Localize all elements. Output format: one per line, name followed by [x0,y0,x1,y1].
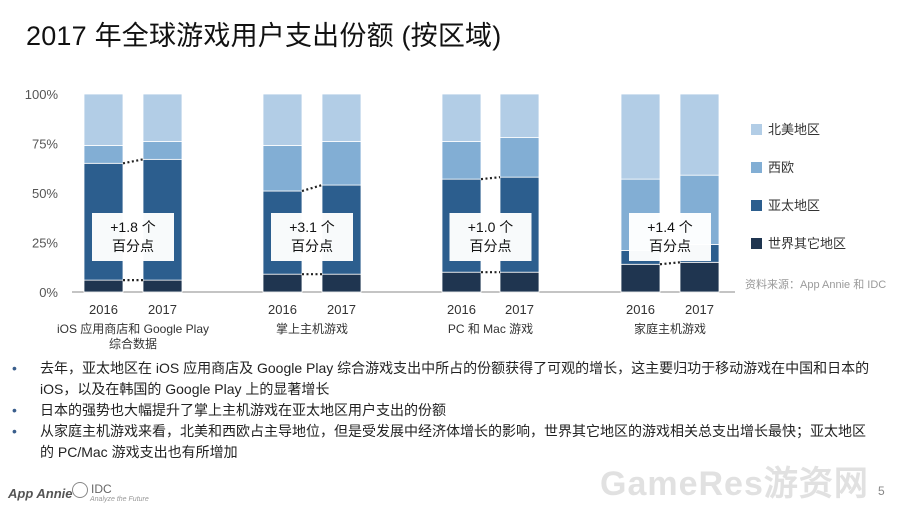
annotation-text: +1.8 个 [110,219,156,235]
x-tick-label: 2016 [626,302,655,317]
annotation-text: 百分点 [470,238,512,254]
change-connector [480,176,501,181]
x-tick-label: 2016 [447,302,476,317]
bullet-marker: • [12,423,17,439]
bar-segment [441,141,482,180]
change-connector [122,158,144,165]
legend-swatch [751,200,762,211]
bar-segment [499,93,540,138]
x-tick-label: 2016 [89,302,118,317]
bullet-marker: • [12,360,17,376]
annotation-text: 百分点 [112,238,154,254]
y-tick-label: 0% [39,285,58,300]
legend-swatch [751,124,762,135]
legend-label: 亚太地区 [768,198,820,213]
x-tick-label: 2017 [327,302,356,317]
idc-logo: IDC Analyze the Future [72,482,149,503]
group-label: iOS 应用商店和 Google Play [57,321,209,336]
bar-segment [142,141,183,160]
x-tick-label: 2016 [268,302,297,317]
annotation-box [271,213,353,261]
bar-segment [83,145,124,164]
idc-globe-icon [72,482,88,498]
bar-segment [620,93,661,180]
bar-segment [142,93,183,142]
bar-segment [679,93,720,176]
y-tick-label: 25% [32,236,58,251]
bar-segment [620,263,661,293]
bar-segment [142,279,183,293]
change-connector [301,184,323,193]
bullet-marker: • [12,402,17,418]
annotation-box [92,213,174,261]
bullet-text: 去年，亚太地区在 iOS 应用商店及 Google Play 综合游戏支出中所占… [40,360,870,397]
annotation-text: 百分点 [649,238,691,254]
idc-logo-tagline: Analyze the Future [90,496,149,503]
x-tick-label: 2017 [685,302,714,317]
watermark: GameRes游资网 [600,465,869,503]
bullet-text: 日本的强势也大幅提升了掌上主机游戏在亚太地区用户支出的份额 [40,402,446,418]
y-tick-label: 50% [32,186,58,201]
legend-swatch [751,162,762,173]
x-tick-label: 2017 [505,302,534,317]
legend-label: 北美地区 [768,122,820,137]
bar-segment [679,261,720,293]
source-note: 资料来源：App Annie 和 IDC [745,279,887,291]
bullet-text: 从家庭主机游戏来看，北美和西欧占主导地位，但是受发展中经济体增长的影响，世界其它… [40,423,866,460]
bar-segment [83,279,124,293]
y-tick-label: 100% [25,87,59,102]
bar-segment [441,93,482,142]
annotation-box [629,213,711,261]
bullet-item: • 从家庭主机游戏来看，北美和西欧占主导地位，但是受发展中经济体增长的影响，世界其… [12,421,872,463]
bar-segment [499,137,540,178]
legend-swatch [751,238,762,249]
annotation-text: +3.1 个 [289,219,335,235]
bar-segment [262,273,303,293]
idc-logo-text: IDC [91,482,112,497]
bar-segment [441,271,482,293]
bar-segment [262,93,303,146]
bar-segment [83,93,124,146]
bullet-item: • 去年，亚太地区在 iOS 应用商店及 Google Play 综合游戏支出中所… [12,358,872,400]
annotation-text: 百分点 [291,238,333,254]
annotation-text: +1.0 个 [468,219,514,235]
bar-segment [321,141,362,186]
bar-segment [262,145,303,192]
legend-label: 西欧 [768,160,794,175]
group-label: 综合数据 [109,336,157,350]
annotation-text: +1.4 个 [647,219,693,235]
annotation-box [449,213,532,261]
group-label: PC 和 Mac 游戏 [448,322,533,336]
x-tick-label: 2017 [148,302,177,317]
page-number: 5 [878,484,885,498]
bar-segment [499,271,540,293]
app-annie-logo: App Annie [8,486,73,501]
change-connector [659,261,681,266]
bullet-item: • 日本的强势也大幅提升了掌上主机游戏在亚太地区用户支出的份额 [12,400,872,421]
group-label: 家庭主机游戏 [634,321,706,336]
page-title: 2017 年全球游戏用户支出份额 (按区域) [26,21,502,51]
bullet-list: • 去年，亚太地区在 iOS 应用商店及 Google Play 综合游戏支出中所… [12,358,872,463]
group-label: 掌上主机游戏 [276,322,348,336]
bar-segment [321,93,362,142]
bar-segment [321,273,362,293]
legend-label: 世界其它地区 [768,236,846,251]
stacked-bar-chart: 0% 25% 50% 75% 100% 2016 2017 iOS 应用商店和 Google … [25,87,846,350]
y-tick-label: 75% [32,137,58,152]
